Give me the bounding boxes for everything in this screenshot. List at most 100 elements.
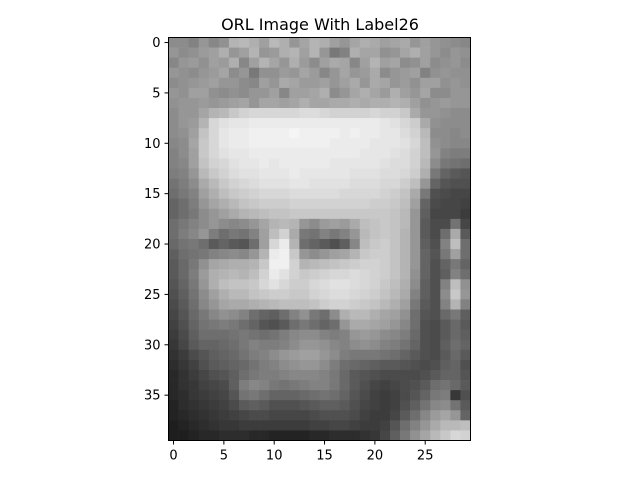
pixel-cell	[369, 57, 381, 69]
pixel-cell	[349, 369, 361, 381]
pixel-cell	[450, 279, 461, 290]
pixel-cell	[208, 148, 220, 159]
pixel-cell	[349, 228, 361, 240]
pixel-cell	[379, 97, 391, 109]
pixel-cell	[228, 57, 240, 69]
pixel-cell	[369, 188, 381, 200]
pixel-cell	[259, 349, 270, 361]
pixel-cell	[369, 168, 381, 179]
pixel-cell	[299, 87, 310, 99]
pixel-cell	[359, 148, 371, 159]
pixel-cell	[269, 380, 280, 391]
pixel-cell	[208, 359, 220, 371]
pixel-cell	[279, 239, 290, 250]
pixel-cell	[339, 339, 351, 351]
pixel-cell	[218, 339, 230, 351]
pixel-cell	[188, 299, 200, 310]
pixel-cell	[309, 118, 320, 129]
pixel-cell	[369, 178, 381, 189]
pixel-cell	[309, 108, 320, 119]
pixel-cell	[289, 87, 300, 99]
pixel-cell	[460, 430, 471, 441]
pixel-cell	[269, 57, 280, 69]
pixel-cell	[178, 198, 189, 210]
pixel-cell	[178, 37, 189, 48]
pixel-cell	[319, 420, 330, 431]
y-tick-label: 25	[144, 288, 161, 303]
pixel-cell	[349, 188, 361, 200]
pixel-cell	[178, 309, 189, 320]
pixel-cell	[460, 299, 471, 310]
pixel-cell	[329, 218, 340, 230]
pixel-cell	[279, 430, 290, 441]
pixel-cell	[430, 208, 441, 220]
pixel-cell	[228, 319, 240, 331]
pixel-cell	[218, 128, 230, 139]
pixel-cell	[400, 400, 411, 411]
pixel-cell	[319, 37, 330, 48]
pixel-cell	[218, 349, 230, 361]
pixel-cell	[269, 299, 280, 310]
pixel-cell	[238, 400, 250, 411]
pixel-cell	[369, 228, 381, 240]
pixel-cell	[299, 329, 310, 341]
pixel-cell	[309, 410, 320, 421]
pixel-cell	[289, 430, 300, 441]
pixel-cell	[329, 249, 340, 260]
pixel-cell	[400, 198, 411, 210]
pixel-cell	[420, 138, 431, 149]
pixel-cell	[379, 249, 391, 260]
pixel-cell	[379, 259, 391, 270]
pixel-cell	[379, 77, 391, 89]
pixel-cell	[238, 410, 250, 421]
pixel-cell	[208, 420, 220, 431]
pixel-cell	[218, 118, 230, 129]
pixel-cell	[188, 208, 200, 220]
pixel-cell	[319, 77, 330, 89]
pixel-cell	[369, 410, 381, 421]
pixel-cell	[420, 218, 431, 230]
pixel-cell	[218, 239, 230, 250]
pixel-cell	[430, 269, 441, 280]
pixel-cell	[420, 430, 431, 441]
pixel-cell	[369, 87, 381, 99]
pixel-cell	[249, 228, 260, 240]
pixel-cell	[420, 158, 431, 169]
pixel-cell	[420, 87, 431, 99]
pixel-cell	[359, 77, 371, 89]
pixel-cell	[379, 188, 391, 200]
pixel-cell	[430, 47, 441, 58]
pixel-cell	[400, 57, 411, 69]
pixel-cell	[450, 97, 461, 109]
pixel-cell	[329, 118, 340, 129]
pixel-cell	[218, 359, 230, 371]
pixel-cell	[319, 218, 330, 230]
pixel-cell	[168, 410, 179, 421]
pixel-cell	[279, 77, 290, 89]
pixel-cell	[269, 369, 280, 381]
pixel-cell	[400, 108, 411, 119]
pixel-cell	[430, 410, 441, 421]
pixel-cell	[269, 77, 280, 89]
pixel-cell	[289, 188, 300, 200]
pixel-cell	[400, 128, 411, 139]
pixel-cell	[379, 47, 391, 58]
pixel-cell	[430, 279, 441, 290]
pixel-cell	[279, 148, 290, 159]
pixel-cell	[269, 198, 280, 210]
pixel-cell	[198, 249, 210, 260]
pixel-cell	[299, 138, 310, 149]
pixel-cell	[269, 118, 280, 129]
pixel-cell	[178, 178, 189, 189]
pixel-cell	[389, 430, 401, 441]
pixel-cell	[269, 228, 280, 240]
pixel-cell	[440, 97, 451, 109]
pixel-cell	[279, 228, 290, 240]
pixel-cell	[440, 148, 451, 159]
pixel-cell	[450, 218, 461, 230]
pixel-cell	[188, 158, 200, 169]
pixel-cell	[249, 269, 260, 280]
pixel-cell	[440, 178, 451, 189]
pixel-cell	[269, 249, 280, 260]
pixel-cell	[279, 380, 290, 391]
